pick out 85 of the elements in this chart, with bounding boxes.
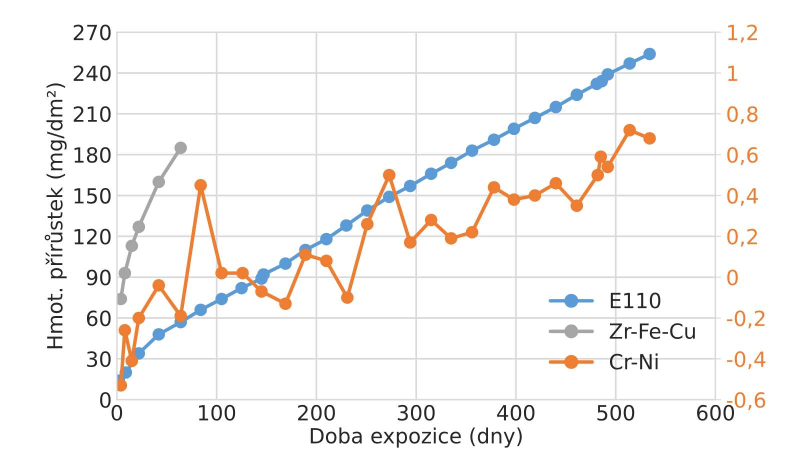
point xyxy=(299,248,312,261)
y-tick-label: 0 xyxy=(100,392,111,408)
x-tick-label: 500 xyxy=(597,404,634,421)
point xyxy=(194,179,207,192)
y2-tick-label: 0,2 xyxy=(727,228,757,247)
point xyxy=(601,68,614,81)
point xyxy=(594,150,608,163)
point xyxy=(152,328,166,341)
y2-tick-label: 1,2 xyxy=(728,24,757,42)
point xyxy=(382,190,396,204)
point xyxy=(132,312,146,324)
point xyxy=(424,214,438,226)
point xyxy=(340,219,353,232)
point xyxy=(570,199,584,212)
point xyxy=(255,285,268,298)
point xyxy=(126,240,138,252)
point xyxy=(466,226,478,239)
y2-tick-label: 1 xyxy=(728,66,738,81)
y2-tick-label: 0,8 xyxy=(727,106,758,124)
point xyxy=(279,297,292,310)
point xyxy=(257,268,270,281)
point xyxy=(279,257,292,270)
point xyxy=(118,324,132,337)
y2-tick-label: 0,4 xyxy=(727,188,758,206)
legend-label: Cr-Ni xyxy=(610,353,658,370)
point xyxy=(126,354,138,368)
point xyxy=(341,291,354,304)
point xyxy=(152,279,166,292)
y2-tick-label: -0,2 xyxy=(726,310,764,328)
point xyxy=(404,236,416,249)
y-tick-label: 30 xyxy=(87,351,111,368)
y-axis-title: Hmot. přírůstek (mg/dm²) xyxy=(44,83,67,348)
x-axis-title: Doba expozice (dny) xyxy=(310,427,522,448)
y-tick-label: 210 xyxy=(74,106,111,122)
point xyxy=(132,220,146,234)
point xyxy=(174,142,187,154)
point xyxy=(444,232,458,245)
y-tick-label: 120 xyxy=(74,228,111,245)
point xyxy=(320,232,333,246)
y-tick-label: 270 xyxy=(74,24,111,40)
y-tick-label: 240 xyxy=(74,65,111,82)
point xyxy=(382,168,396,182)
point xyxy=(424,167,438,180)
x-tick-label: 400 xyxy=(497,404,534,421)
y-tick-label: 90 xyxy=(86,270,111,286)
point xyxy=(643,132,656,145)
y2-tick-label: 0 xyxy=(727,270,738,286)
y2-tick-label: 0,6 xyxy=(727,147,758,166)
x-tick-label: 0 xyxy=(112,404,122,421)
y-tick-label: 180 xyxy=(74,147,111,163)
point xyxy=(118,266,132,280)
point xyxy=(592,168,604,182)
x-tick-label: 100 xyxy=(199,404,236,421)
point xyxy=(174,310,187,322)
x-tick-label: 200 xyxy=(298,404,335,421)
point xyxy=(215,292,228,306)
point xyxy=(320,254,333,268)
point xyxy=(623,124,636,136)
legend-label: Zr-Fe-Cu xyxy=(610,323,695,339)
y2-tick-label: -0,4 xyxy=(726,351,766,370)
point xyxy=(570,88,584,102)
point xyxy=(601,160,614,174)
point xyxy=(236,266,249,280)
point xyxy=(361,218,374,230)
point xyxy=(550,100,562,114)
x-tick-label: 300 xyxy=(398,404,435,421)
y-tick-label: 150 xyxy=(74,188,111,204)
point xyxy=(194,304,207,316)
point xyxy=(488,181,500,194)
point xyxy=(528,112,542,124)
point xyxy=(235,282,248,294)
point xyxy=(466,144,478,157)
point xyxy=(404,180,416,192)
point xyxy=(488,133,500,146)
point xyxy=(550,177,562,190)
point xyxy=(152,176,166,188)
point xyxy=(508,193,520,206)
point xyxy=(528,189,542,202)
point xyxy=(508,122,520,136)
legend-label: E110 xyxy=(610,292,660,308)
point xyxy=(215,266,228,280)
point xyxy=(444,156,458,170)
point xyxy=(623,57,636,70)
y-tick-label: 60 xyxy=(86,310,111,326)
point xyxy=(643,48,656,60)
